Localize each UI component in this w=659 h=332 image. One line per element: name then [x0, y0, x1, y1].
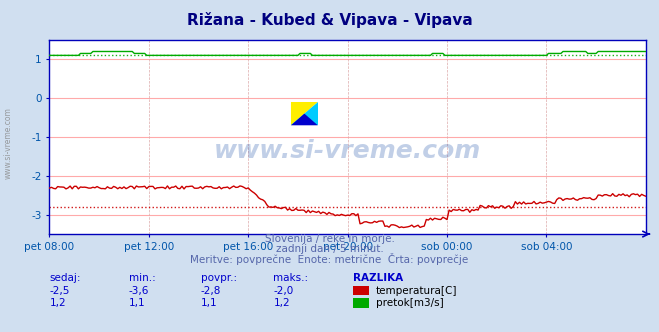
Text: zadnji dan / 5 minut.: zadnji dan / 5 minut. — [275, 244, 384, 254]
Text: sedaj:: sedaj: — [49, 273, 81, 283]
Polygon shape — [291, 114, 318, 125]
Text: pretok[m3/s]: pretok[m3/s] — [376, 298, 444, 308]
Text: -2,0: -2,0 — [273, 286, 294, 296]
Text: min.:: min.: — [129, 273, 156, 283]
Text: 1,2: 1,2 — [49, 298, 66, 308]
Polygon shape — [291, 102, 318, 125]
Text: temperatura[C]: temperatura[C] — [376, 286, 457, 296]
Text: maks.:: maks.: — [273, 273, 308, 283]
Text: -2,8: -2,8 — [201, 286, 221, 296]
Text: povpr.:: povpr.: — [201, 273, 237, 283]
Text: 1,1: 1,1 — [201, 298, 217, 308]
Text: www.si-vreme.com: www.si-vreme.com — [214, 138, 481, 163]
Polygon shape — [291, 102, 318, 125]
Text: Meritve: povprečne  Enote: metrične  Črta: povprečje: Meritve: povprečne Enote: metrične Črta:… — [190, 253, 469, 265]
Text: RAZLIKA: RAZLIKA — [353, 273, 403, 283]
Text: Rižana - Kubed & Vipava - Vipava: Rižana - Kubed & Vipava - Vipava — [186, 12, 473, 28]
Text: Slovenija / reke in morje.: Slovenija / reke in morje. — [264, 234, 395, 244]
Text: 1,1: 1,1 — [129, 298, 145, 308]
Text: -3,6: -3,6 — [129, 286, 149, 296]
Text: 1,2: 1,2 — [273, 298, 290, 308]
Text: www.si-vreme.com: www.si-vreme.com — [4, 107, 13, 179]
Text: -2,5: -2,5 — [49, 286, 70, 296]
